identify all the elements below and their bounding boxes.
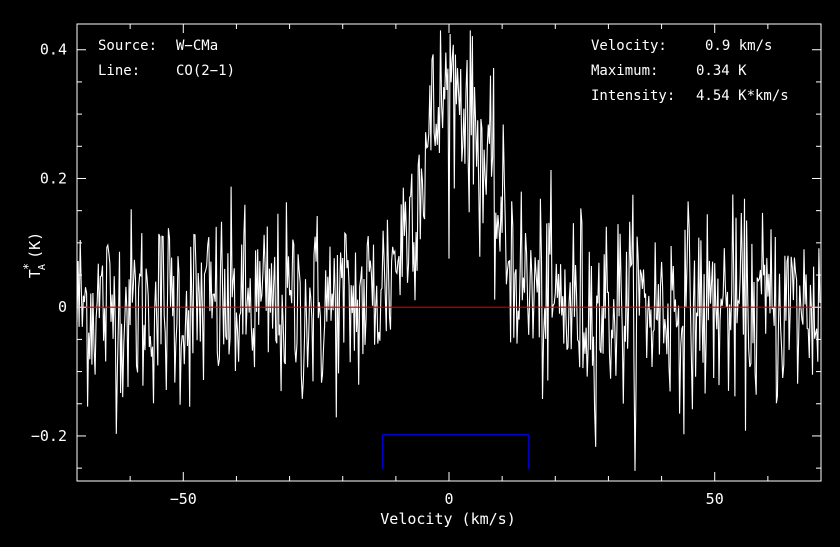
- line-value: CO(2−1): [176, 63, 235, 79]
- velocity-label: Velocity:: [591, 38, 667, 54]
- maximum-label: Maximum:: [591, 63, 658, 79]
- y-label-sup: *: [21, 263, 35, 270]
- y-tick-label: 0: [58, 298, 67, 316]
- y-label-sub: A: [37, 264, 48, 270]
- velocity-value: 0.9 km/s: [705, 38, 772, 54]
- line-label: Line:: [98, 63, 140, 79]
- integration-window: [381, 434, 530, 470]
- x-axis-label: Velocity (km/s): [380, 510, 515, 528]
- intensity-label: Intensity:: [591, 88, 675, 104]
- svg-text:TA*(K): TA* (K): [21, 232, 48, 278]
- spectrum-line: [76, 30, 821, 471]
- y-label-main: T: [26, 269, 44, 278]
- source-value: W−CMa: [176, 38, 218, 54]
- x-tick-label: 50: [706, 490, 724, 508]
- spectrum-trace: [76, 30, 821, 471]
- axis-ticks: −50 0 50 −0.2 0 0.2 0.4: [31, 24, 822, 508]
- source-label: Source:: [98, 38, 157, 54]
- x-tick-label: 0: [444, 490, 453, 508]
- y-label-unit: (K): [26, 232, 44, 259]
- y-tick-label: 0.4: [40, 41, 67, 59]
- y-axis-label: TA* (K): [21, 232, 48, 278]
- x-tick-label: −50: [170, 490, 197, 508]
- y-tick-label: 0.2: [40, 169, 67, 187]
- y-tick-label: −0.2: [31, 427, 67, 445]
- intensity-value: 4.54 K*km/s: [696, 88, 789, 104]
- maximum-value: 0.34 K: [696, 63, 747, 79]
